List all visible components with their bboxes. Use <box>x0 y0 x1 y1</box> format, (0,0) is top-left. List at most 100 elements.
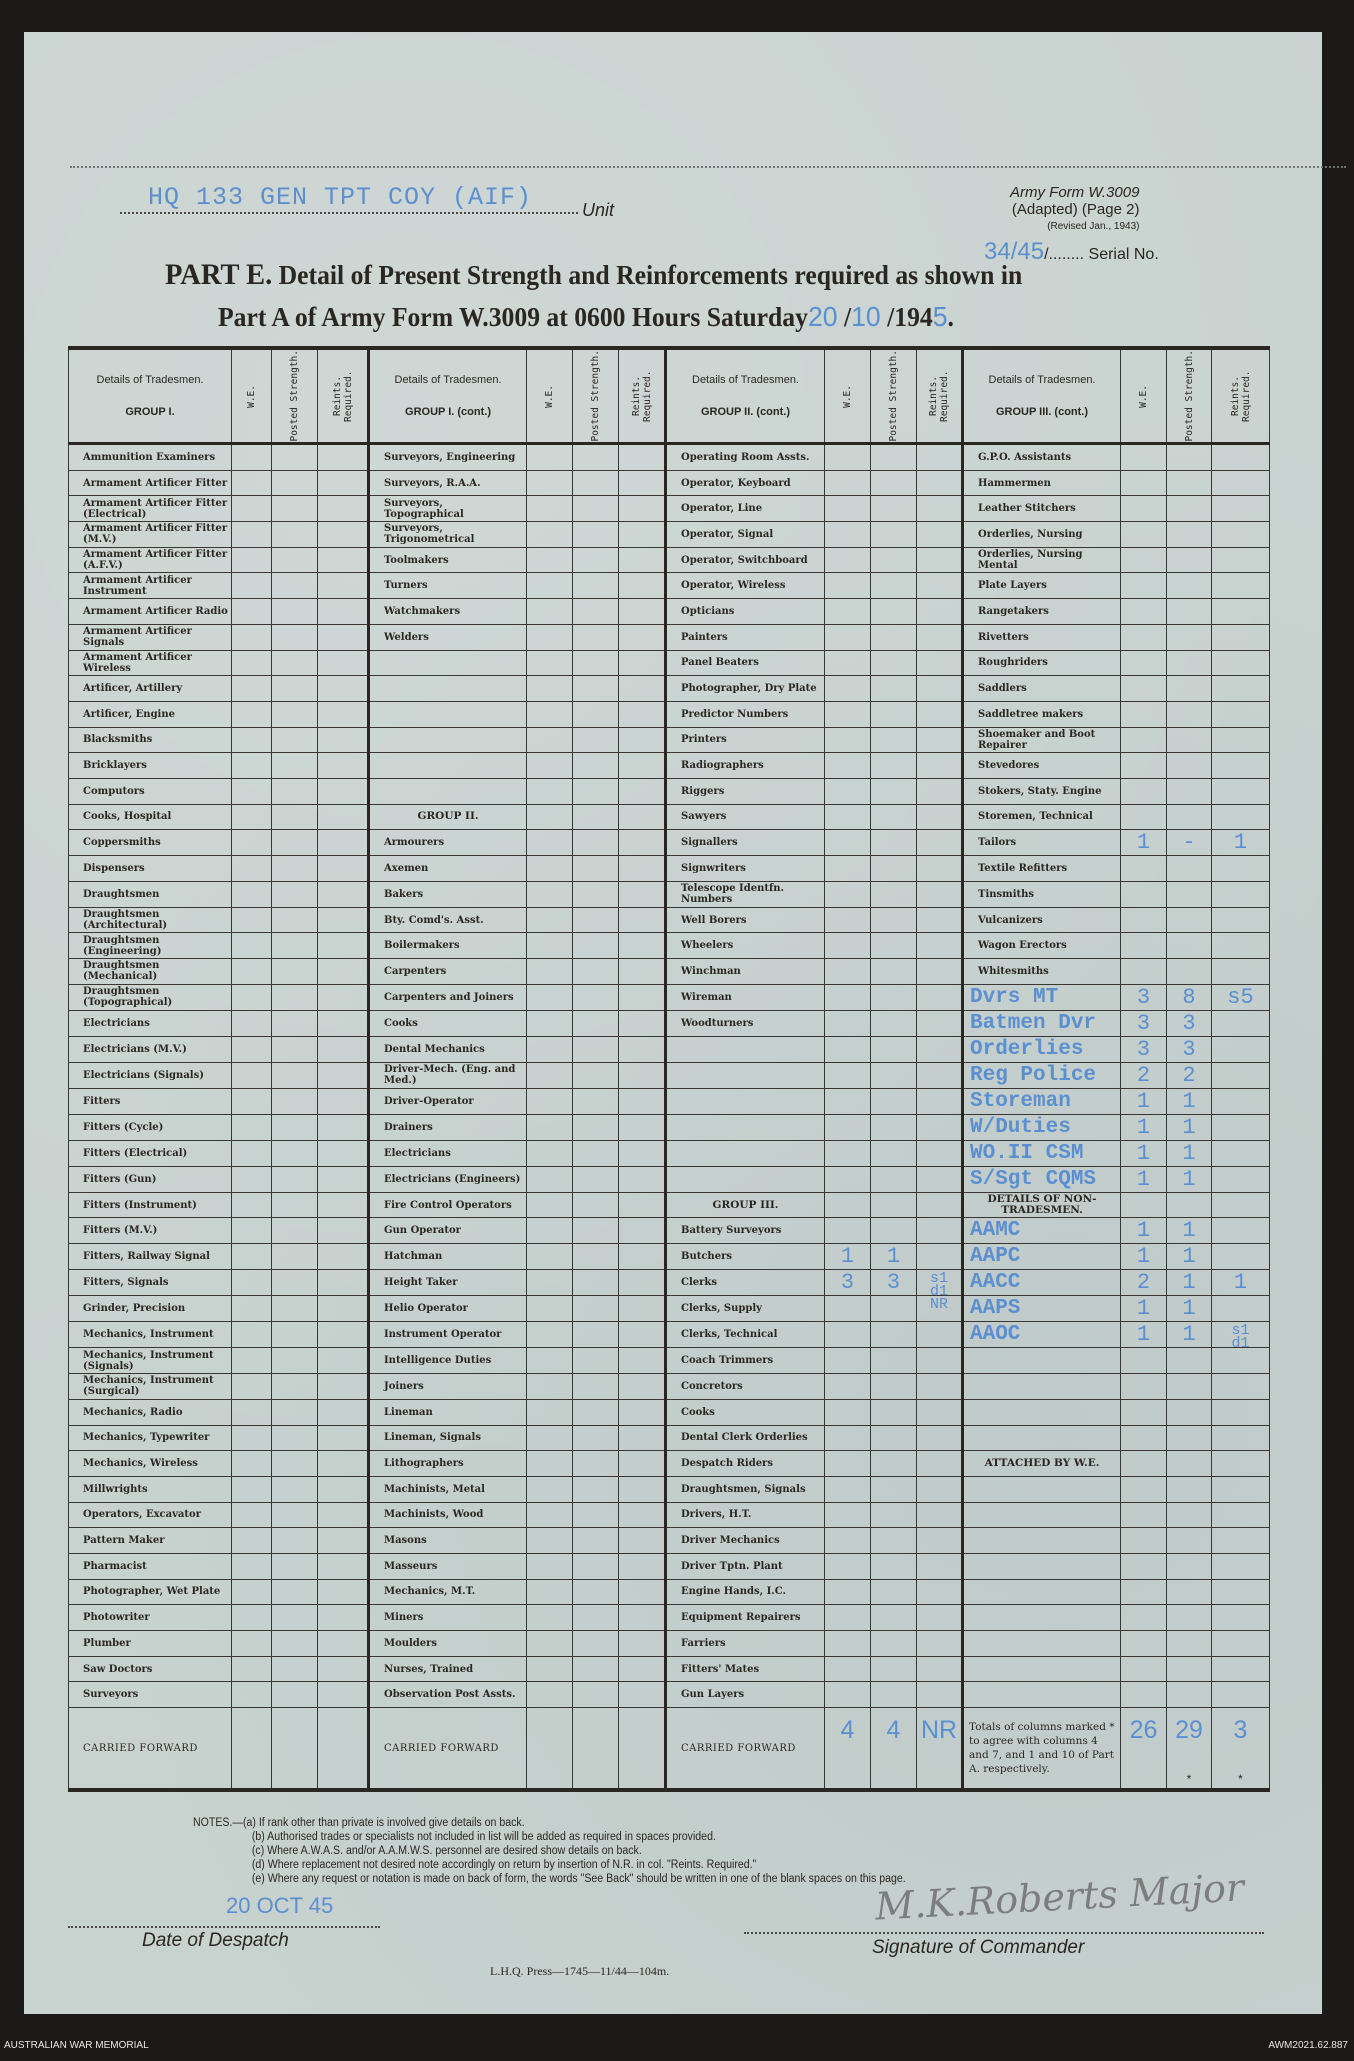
cell-reints[interactable] <box>916 1217 964 1245</box>
cell-reints[interactable] <box>916 1139 964 1167</box>
cell-we[interactable] <box>526 1139 573 1167</box>
cell-posted[interactable] <box>572 906 619 934</box>
cell-reints[interactable] <box>1211 1035 1270 1063</box>
cell-we[interactable] <box>824 855 871 882</box>
cell-we[interactable] <box>231 1450 272 1477</box>
cell-reints[interactable] <box>916 1321 964 1349</box>
cell-posted[interactable] <box>1166 572 1212 600</box>
cell-we[interactable]: 1 <box>824 1243 871 1271</box>
cell-we[interactable] <box>1120 958 1167 985</box>
cell-we[interactable] <box>824 932 871 960</box>
cell-reints[interactable] <box>618 726 667 754</box>
cell-posted[interactable] <box>870 1424 917 1452</box>
cell-posted[interactable] <box>271 495 318 523</box>
cell-reints[interactable] <box>1211 443 1270 471</box>
cell-posted[interactable] <box>572 521 619 548</box>
cell-posted[interactable] <box>572 803 619 831</box>
cell-posted[interactable] <box>572 1243 619 1271</box>
cell-posted[interactable] <box>1166 1347 1212 1375</box>
cell-posted[interactable]: 1 <box>1166 1113 1212 1141</box>
cell-we[interactable] <box>824 829 871 857</box>
cell-reints[interactable] <box>618 881 667 908</box>
cell-we[interactable] <box>231 983 272 1011</box>
cell-posted[interactable] <box>572 1527 619 1554</box>
cell-reints[interactable] <box>916 521 964 548</box>
cell-we[interactable] <box>526 1424 573 1452</box>
cell-reints[interactable] <box>618 1347 667 1375</box>
cell-reints[interactable] <box>1211 1527 1270 1554</box>
cell-posted[interactable] <box>271 1578 318 1606</box>
cell-posted[interactable] <box>271 726 318 754</box>
cell-reints[interactable] <box>317 443 370 471</box>
cell-we[interactable] <box>1120 752 1167 779</box>
cell-posted[interactable] <box>572 1604 619 1631</box>
cell-posted[interactable] <box>271 443 318 471</box>
cell-posted[interactable] <box>271 1243 318 1271</box>
cell-we[interactable] <box>526 546 573 574</box>
cell-posted[interactable] <box>870 829 917 857</box>
cell-reints[interactable] <box>317 932 370 960</box>
cell-we[interactable] <box>824 1475 871 1503</box>
cell-we[interactable] <box>526 752 573 779</box>
cell-reints[interactable] <box>1211 1450 1270 1477</box>
cell-we[interactable] <box>526 1217 573 1245</box>
cell-posted[interactable]: 8 <box>1166 983 1212 1011</box>
cell-posted[interactable] <box>870 855 917 882</box>
cell-reints[interactable] <box>1211 1243 1270 1271</box>
cell-posted[interactable] <box>1166 1424 1212 1452</box>
cell-reints[interactable] <box>618 1009 667 1037</box>
cell-posted[interactable] <box>870 1061 917 1089</box>
cell-we[interactable] <box>231 1527 272 1554</box>
cell-we[interactable] <box>231 1475 272 1503</box>
cell-posted[interactable] <box>572 1475 619 1503</box>
cell-we[interactable] <box>526 495 573 523</box>
cell-posted[interactable] <box>870 1165 917 1193</box>
cell-reints[interactable] <box>916 1475 964 1503</box>
cell-reints[interactable] <box>317 777 370 805</box>
cell-we[interactable] <box>1120 1347 1167 1375</box>
cell-reints[interactable] <box>618 1604 667 1631</box>
cell-posted[interactable] <box>572 1087 619 1115</box>
cell-reints[interactable] <box>916 623 964 651</box>
cell-posted[interactable] <box>271 1398 318 1426</box>
cell-posted[interactable] <box>271 1424 318 1452</box>
cell-posted[interactable] <box>572 572 619 600</box>
cell-posted[interactable] <box>271 855 318 882</box>
cell-we[interactable] <box>824 752 871 779</box>
cell-posted[interactable] <box>271 1630 318 1657</box>
cell-reints[interactable] <box>317 1061 370 1089</box>
cell-reints[interactable] <box>1211 1113 1270 1141</box>
cell-we[interactable] <box>526 1501 573 1529</box>
cell-reints[interactable] <box>618 546 667 574</box>
cell-we[interactable] <box>1120 521 1167 548</box>
cell-we[interactable] <box>1120 726 1167 754</box>
cell-we[interactable] <box>526 1009 573 1037</box>
cell-reints[interactable] <box>1211 906 1270 934</box>
cell-reints[interactable] <box>916 443 964 471</box>
cell-we[interactable] <box>1120 1552 1167 1580</box>
cell-reints[interactable] <box>618 1217 667 1245</box>
cell-reints[interactable] <box>618 829 667 857</box>
cell-reints[interactable] <box>1211 1681 1270 1709</box>
cell-posted[interactable] <box>572 1217 619 1245</box>
cell-we[interactable] <box>824 1009 871 1037</box>
cell-reints[interactable] <box>618 1061 667 1089</box>
cell-posted[interactable] <box>870 906 917 934</box>
cell-reints[interactable] <box>916 1113 964 1141</box>
cell-posted[interactable] <box>572 1035 619 1063</box>
cell-reints[interactable] <box>317 675 370 702</box>
cell-posted[interactable]: 3 <box>1166 1035 1212 1063</box>
cell-reints[interactable] <box>317 1424 370 1452</box>
cell-posted[interactable] <box>271 752 318 779</box>
cell-reints[interactable] <box>916 1450 964 1477</box>
cell-reints[interactable] <box>317 1321 370 1349</box>
cell-posted[interactable] <box>1166 958 1212 985</box>
cell-posted[interactable] <box>572 855 619 882</box>
cell-we[interactable]: 1 <box>1120 1087 1167 1115</box>
cell-posted[interactable] <box>271 623 318 651</box>
cell-reints[interactable] <box>317 1475 370 1503</box>
cell-reints[interactable]: s1 d1 <box>1211 1321 1270 1351</box>
cell-we[interactable] <box>231 700 272 728</box>
cell-reints[interactable] <box>1211 1578 1270 1606</box>
cell-reints[interactable] <box>317 1398 370 1426</box>
